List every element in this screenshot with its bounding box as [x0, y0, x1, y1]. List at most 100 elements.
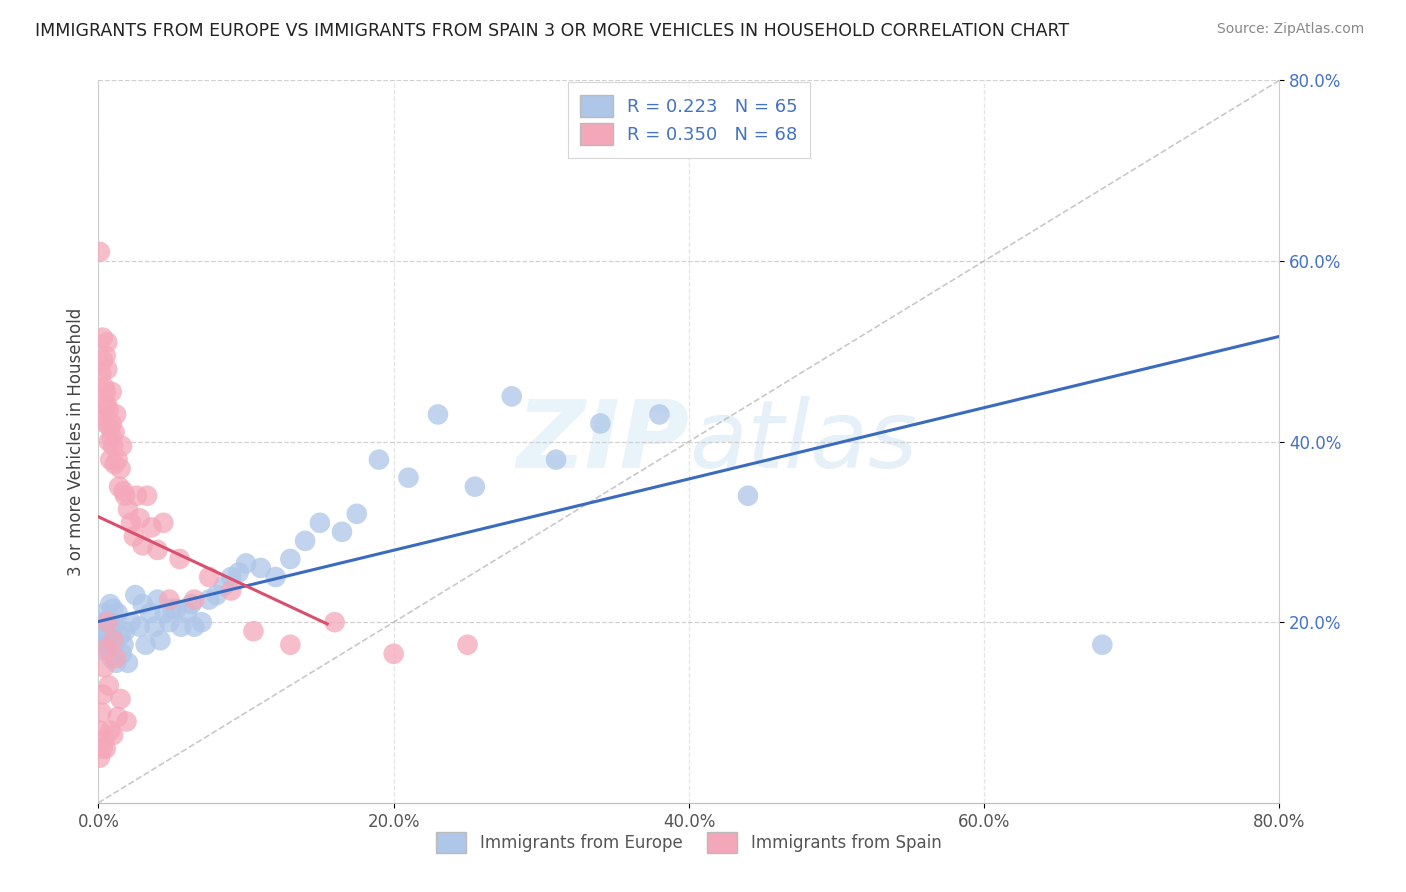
- Point: [100, 384, 122, 399]
- Point: [98, 452, 121, 467]
- Point: [89, 244, 111, 259]
- Point: [120, 615, 142, 630]
- Point: [141, 520, 163, 534]
- Text: atlas: atlas: [689, 396, 917, 487]
- Point: [122, 529, 145, 543]
- Point: [589, 417, 612, 431]
- Legend: Immigrants from Europe, Immigrants from Spain: Immigrants from Europe, Immigrants from …: [430, 826, 948, 860]
- Point: [100, 417, 122, 431]
- Point: [93, 660, 115, 674]
- Point: [98, 597, 121, 611]
- Point: [97, 434, 120, 449]
- Point: [93, 732, 115, 747]
- Point: [368, 452, 391, 467]
- Point: [117, 502, 139, 516]
- Point: [280, 638, 302, 652]
- Point: [93, 606, 115, 620]
- Point: [91, 615, 114, 630]
- Point: [176, 606, 198, 620]
- Point: [294, 533, 316, 548]
- Point: [152, 516, 174, 530]
- Point: [398, 471, 420, 485]
- Point: [146, 592, 169, 607]
- Point: [125, 489, 148, 503]
- Point: [198, 570, 221, 584]
- Point: [108, 480, 131, 494]
- Point: [162, 601, 183, 615]
- Point: [104, 425, 127, 440]
- Point: [96, 362, 118, 376]
- Point: [89, 750, 111, 764]
- Point: [170, 620, 193, 634]
- Point: [198, 592, 221, 607]
- Point: [93, 380, 115, 394]
- Point: [128, 511, 150, 525]
- Point: [94, 349, 117, 363]
- Point: [427, 408, 450, 422]
- Point: [117, 656, 139, 670]
- Point: [105, 656, 128, 670]
- Point: [96, 398, 118, 412]
- Point: [91, 331, 114, 345]
- Point: [132, 597, 155, 611]
- Point: [1091, 638, 1114, 652]
- Point: [157, 615, 180, 630]
- Point: [183, 620, 205, 634]
- Point: [120, 516, 142, 530]
- Point: [157, 592, 180, 607]
- Point: [115, 714, 138, 729]
- Point: [98, 421, 121, 435]
- Point: [464, 480, 486, 494]
- Point: [90, 706, 112, 720]
- Point: [180, 597, 202, 611]
- Y-axis label: 3 or more Vehicles in Household: 3 or more Vehicles in Household: [66, 308, 84, 575]
- Point: [98, 615, 121, 630]
- Point: [97, 620, 120, 634]
- Point: [264, 570, 287, 584]
- Point: [135, 638, 157, 652]
- Point: [100, 651, 122, 665]
- Point: [128, 620, 150, 634]
- Point: [183, 592, 205, 607]
- Point: [457, 638, 479, 652]
- Point: [90, 412, 112, 426]
- Point: [103, 620, 125, 634]
- Point: [250, 561, 273, 575]
- Point: [153, 606, 176, 620]
- Point: [91, 633, 114, 648]
- Point: [91, 687, 114, 701]
- Point: [242, 624, 264, 639]
- Point: [228, 566, 250, 580]
- Point: [103, 728, 125, 742]
- Point: [105, 651, 128, 665]
- Point: [149, 633, 172, 648]
- Point: [103, 633, 125, 648]
- Point: [105, 408, 128, 422]
- Point: [280, 552, 302, 566]
- Point: [132, 538, 155, 552]
- Point: [212, 579, 235, 593]
- Point: [111, 439, 134, 453]
- Point: [107, 606, 129, 620]
- Point: [94, 741, 117, 756]
- Point: [91, 741, 114, 756]
- Point: [94, 642, 117, 657]
- Point: [103, 439, 125, 453]
- Point: [91, 353, 114, 368]
- Point: [166, 601, 188, 615]
- Point: [737, 489, 759, 503]
- Point: [89, 642, 111, 657]
- Point: [221, 583, 243, 598]
- Point: [100, 430, 122, 444]
- Point: [323, 615, 346, 630]
- Point: [90, 620, 112, 634]
- Point: [146, 542, 169, 557]
- Point: [112, 484, 135, 499]
- Point: [330, 524, 353, 539]
- Point: [104, 457, 127, 471]
- Point: [93, 398, 115, 412]
- Point: [96, 615, 118, 630]
- Point: [221, 570, 243, 584]
- Point: [107, 710, 129, 724]
- Point: [94, 638, 117, 652]
